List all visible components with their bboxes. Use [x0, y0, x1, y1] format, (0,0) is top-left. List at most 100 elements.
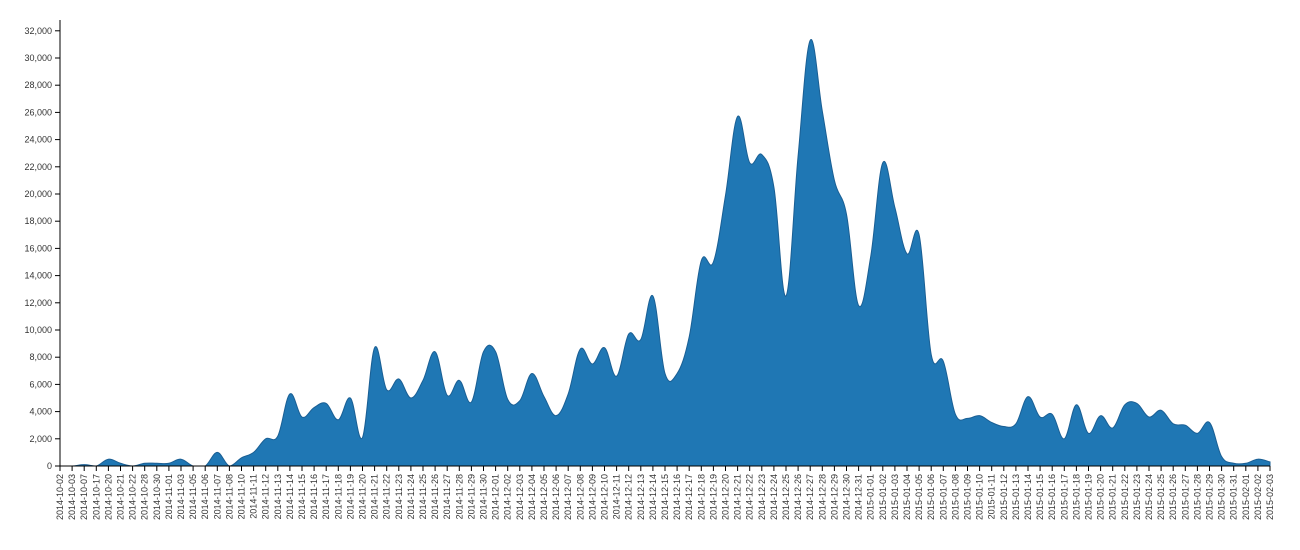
x-tick: 2014-10-30 — [152, 466, 162, 520]
x-tick-label: 2015-01-13 — [1011, 474, 1021, 520]
x-tick: 2015-01-17 — [1059, 466, 1069, 520]
x-tick-label: 2014-12-01 — [491, 474, 501, 520]
x-tick: 2014-12-31 — [854, 466, 864, 520]
y-tick-label: 24,000 — [24, 135, 52, 145]
x-tick-label: 2014-10-20 — [103, 474, 113, 520]
x-tick: 2014-10-20 — [103, 466, 113, 520]
plot-area — [60, 39, 1271, 467]
x-tick: 2014-12-29 — [829, 466, 839, 520]
x-tick: 2015-01-09 — [963, 466, 973, 520]
y-tick: 2,000 — [29, 434, 60, 444]
x-tick-label: 2014-12-29 — [829, 474, 839, 520]
x-tick-label: 2015-01-05 — [914, 474, 924, 520]
x-tick-label: 2014-11-08 — [224, 474, 234, 519]
x-tick-label: 2014-12-09 — [587, 474, 597, 520]
x-tick-label: 2014-12-13 — [636, 474, 646, 520]
x-tick-label: 2015-01-09 — [963, 474, 973, 520]
x-tick-label: 2014-12-04 — [527, 474, 537, 520]
y-tick: 12,000 — [24, 298, 60, 308]
x-tick: 2014-11-17 — [321, 466, 331, 519]
y-axis: 0 2,000 4,000 6,000 8,000 10,000 12,000 14,000 1… — [24, 20, 61, 471]
x-tick: 2014-12-28 — [817, 466, 827, 520]
x-tick: 2014-11-27 — [442, 466, 452, 519]
x-tick-label: 2015-02-03 — [1265, 474, 1275, 520]
x-tick-label: 2014-12-03 — [515, 474, 525, 520]
x-tick: 2014-12-13 — [636, 466, 646, 520]
y-tick: 4,000 — [29, 407, 60, 417]
x-tick-label: 2014-11-07 — [212, 474, 222, 519]
x-tick: 2014-11-14 — [285, 466, 295, 519]
x-tick-label: 2015-01-04 — [902, 474, 912, 520]
y-tick-label: 10,000 — [24, 325, 52, 335]
x-tick: 2015-01-11 — [987, 466, 997, 519]
x-tick: 2014-12-24 — [769, 466, 779, 520]
x-tick-label: 2014-10-30 — [152, 474, 162, 520]
x-tick-label: 2015-01-23 — [1132, 474, 1142, 520]
x-tick: 2014-12-23 — [757, 466, 767, 520]
x-tick-label: 2015-01-19 — [1084, 474, 1094, 520]
x-tick: 2015-01-13 — [1011, 466, 1021, 520]
x-tick: 2014-11-28 — [454, 466, 464, 519]
x-tick-label: 2014-11-11 — [249, 474, 259, 519]
x-tick: 2014-11-30 — [479, 466, 489, 519]
x-tick-label: 2015-01-20 — [1096, 474, 1106, 520]
x-tick-label: 2014-12-23 — [757, 474, 767, 520]
x-tick: 2014-12-22 — [745, 466, 755, 520]
x-tick-label: 2014-12-15 — [660, 474, 670, 520]
x-tick: 2014-12-02 — [503, 466, 513, 520]
x-tick: 2015-01-07 — [938, 466, 948, 520]
x-tick-label: 2014-11-05 — [188, 474, 198, 519]
x-tick: 2014-12-07 — [563, 466, 573, 520]
y-tick-label: 14,000 — [24, 271, 52, 281]
x-tick-label: 2015-01-17 — [1059, 474, 1069, 520]
x-tick-label: 2015-01-26 — [1168, 474, 1178, 520]
y-tick-label: 8,000 — [29, 352, 52, 362]
x-tick-label: 2015-01-06 — [926, 474, 936, 520]
x-tick-label: 2014-11-16 — [309, 474, 319, 519]
x-tick-label: 2015-02-02 — [1253, 474, 1263, 520]
x-tick-label: 2015-02-01 — [1241, 474, 1251, 520]
x-tick-label: 2015-01-24 — [1144, 474, 1154, 520]
x-tick-label: 2015-01-22 — [1120, 474, 1130, 520]
x-tick-label: 2015-01-25 — [1156, 474, 1166, 520]
x-tick: 2014-10-03 — [67, 466, 77, 520]
x-tick: 2014-11-20 — [358, 466, 368, 519]
x-tick: 2014-12-08 — [575, 466, 585, 520]
y-tick-label: 22,000 — [24, 162, 52, 172]
x-tick: 2014-12-09 — [587, 466, 597, 520]
y-tick-label: 12,000 — [24, 298, 52, 308]
x-tick-label: 2014-12-08 — [575, 474, 585, 520]
x-tick: 2015-01-14 — [1023, 466, 1033, 520]
x-tick-label: 2014-10-03 — [67, 474, 77, 520]
x-tick: 2014-12-04 — [527, 466, 537, 520]
x-tick: 2014-11-12 — [261, 466, 271, 519]
x-tick: 2014-11-07 — [212, 466, 222, 519]
x-axis: 2014-10-02 2014-10-03 2014-10-07 2014-10-17… — [55, 465, 1275, 520]
x-tick: 2014-11-06 — [200, 466, 210, 519]
x-tick-label: 2014-12-28 — [817, 474, 827, 520]
x-tick-label: 2014-10-28 — [140, 474, 150, 520]
x-tick: 2014-10-28 — [140, 466, 150, 520]
x-tick: 2014-10-07 — [79, 466, 89, 520]
x-tick-label: 2014-11-27 — [442, 474, 452, 519]
x-tick: 2014-11-22 — [382, 466, 392, 519]
x-tick-label: 2014-12-20 — [721, 474, 731, 520]
x-tick-label: 2014-12-02 — [503, 474, 513, 520]
x-tick: 2014-12-20 — [721, 466, 731, 520]
x-tick: 2014-11-15 — [297, 466, 307, 519]
x-tick: 2014-11-25 — [418, 466, 428, 519]
x-tick: 2014-12-19 — [708, 466, 718, 520]
x-tick: 2014-12-26 — [793, 466, 803, 520]
x-tick-label: 2014-10-21 — [116, 474, 126, 520]
x-tick-label: 2015-01-15 — [1035, 474, 1045, 520]
x-tick-label: 2014-12-18 — [696, 474, 706, 520]
x-tick-label: 2014-12-12 — [624, 474, 634, 520]
x-tick-label: 2015-01-10 — [975, 474, 985, 520]
x-tick: 2014-11-05 — [188, 466, 198, 519]
y-tick: 14,000 — [24, 271, 60, 281]
x-tick: 2015-01-05 — [914, 466, 924, 520]
x-tick: 2014-11-26 — [430, 466, 440, 519]
x-tick-label: 2014-11-06 — [200, 474, 210, 519]
x-tick: 2015-01-08 — [950, 466, 960, 520]
